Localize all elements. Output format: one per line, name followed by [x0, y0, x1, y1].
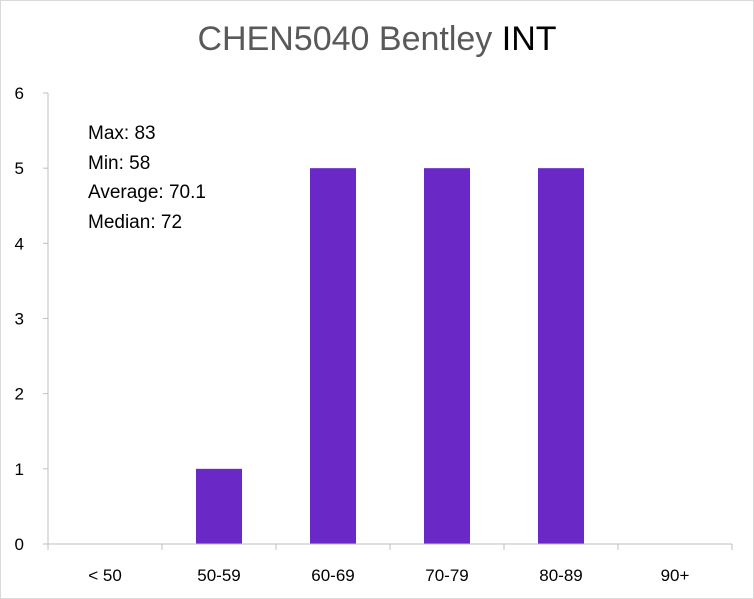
bar — [424, 168, 470, 544]
x-tick-label: 90+ — [661, 566, 690, 585]
y-tick-label: 4 — [15, 234, 24, 253]
chart-title-main: CHEN5040 Bentley — [197, 20, 493, 58]
y-tick-label: 1 — [15, 460, 24, 479]
x-tick-label: 60-69 — [311, 566, 354, 585]
y-tick-label: 6 — [15, 84, 24, 103]
y-tick-label: 3 — [15, 310, 24, 329]
chart-title-suffix: INT — [501, 20, 557, 58]
chart-title: CHEN5040 Bentley INT — [1, 19, 753, 59]
x-tick-label: 80-89 — [539, 566, 582, 585]
stat-median: Median: 72 — [88, 211, 183, 233]
bar — [538, 168, 584, 544]
stats-box: Max: 83 Min: 58 Average: 70.1 Median: 72 — [88, 119, 206, 237]
stat-max: Max: 83 — [88, 123, 156, 144]
x-tick-label: 70-79 — [425, 566, 468, 585]
y-tick-label: 0 — [15, 535, 24, 554]
y-tick-label: 2 — [15, 385, 24, 404]
bar — [310, 168, 356, 544]
x-tick-label: 50-59 — [197, 566, 240, 585]
stat-min: Min: 58 — [88, 152, 151, 174]
stat-average: Average: 70.1 — [88, 182, 206, 203]
y-tick-label: 5 — [15, 159, 24, 178]
x-tick-label: < 50 — [88, 566, 122, 585]
bar — [196, 468, 242, 544]
